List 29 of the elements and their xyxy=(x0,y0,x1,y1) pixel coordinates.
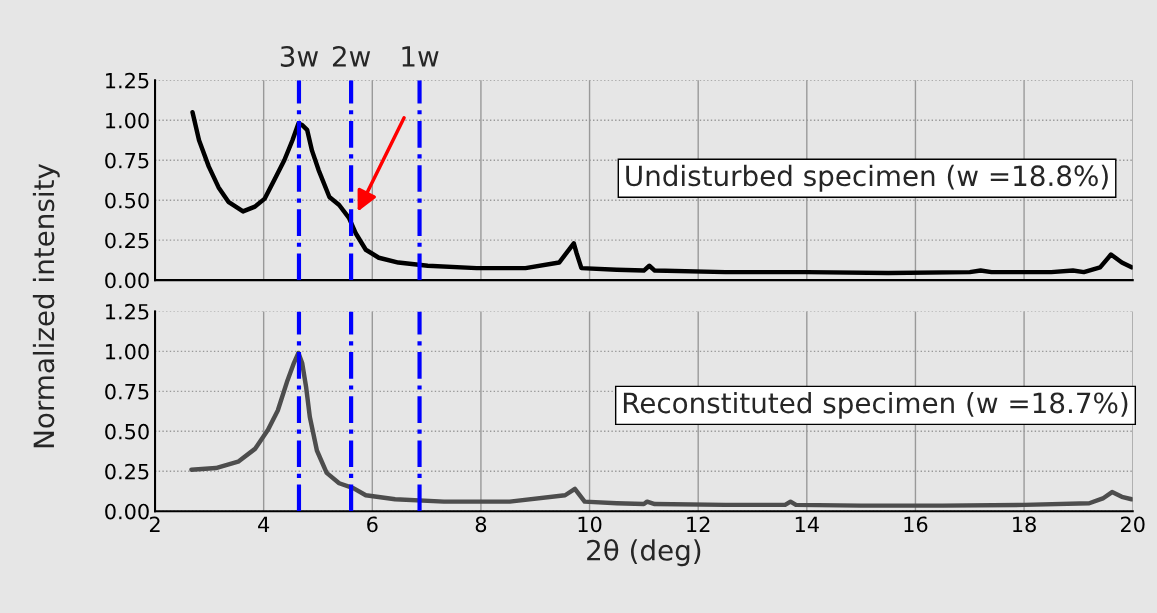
y-tick-label: 0.75 xyxy=(105,152,149,169)
annotation: Undisturbed specimen (w =18.8%) xyxy=(626,164,1108,192)
y-tick-label: 0.50 xyxy=(105,423,149,440)
y-tick-label: 0.50 xyxy=(105,192,149,209)
y-tick-label: 1.00 xyxy=(106,112,149,129)
y-tick-label: 0.25 xyxy=(105,463,149,480)
x-tick-label: 16 xyxy=(904,516,928,533)
y-tick-label: 0.25 xyxy=(105,232,149,249)
ref-line-label: 2w xyxy=(332,45,371,67)
y-axis-title: Normalized intensity xyxy=(32,163,60,448)
x-axis-title: 2θ (deg) xyxy=(587,539,701,567)
x-tick-label: 8 xyxy=(475,516,487,533)
x-tick-label: 2 xyxy=(149,516,160,532)
x-tick-label: 20 xyxy=(1120,516,1145,533)
y-tick-label: 0.00 xyxy=(105,503,149,520)
y-tick-label: 1.25 xyxy=(106,72,149,89)
ref-line-label: 3w xyxy=(280,45,318,67)
y-tick-label: 0.75 xyxy=(105,383,149,400)
ref-line-label: 1w xyxy=(402,46,439,67)
annotation: Reconstituted specimen (w =18.7%) xyxy=(623,391,1128,419)
x-tick-label: 4 xyxy=(258,516,270,532)
x-tick-label: 12 xyxy=(687,516,710,532)
x-tick-label: 18 xyxy=(1013,516,1036,533)
y-tick-label: 1.00 xyxy=(106,343,149,360)
y-tick-label: 1.25 xyxy=(106,303,149,320)
y-tick-label: 0.00 xyxy=(105,272,149,289)
x-tick-label: 10 xyxy=(578,516,602,533)
x-tick-label: 6 xyxy=(367,516,378,533)
x-tick-label: 14 xyxy=(795,516,819,532)
